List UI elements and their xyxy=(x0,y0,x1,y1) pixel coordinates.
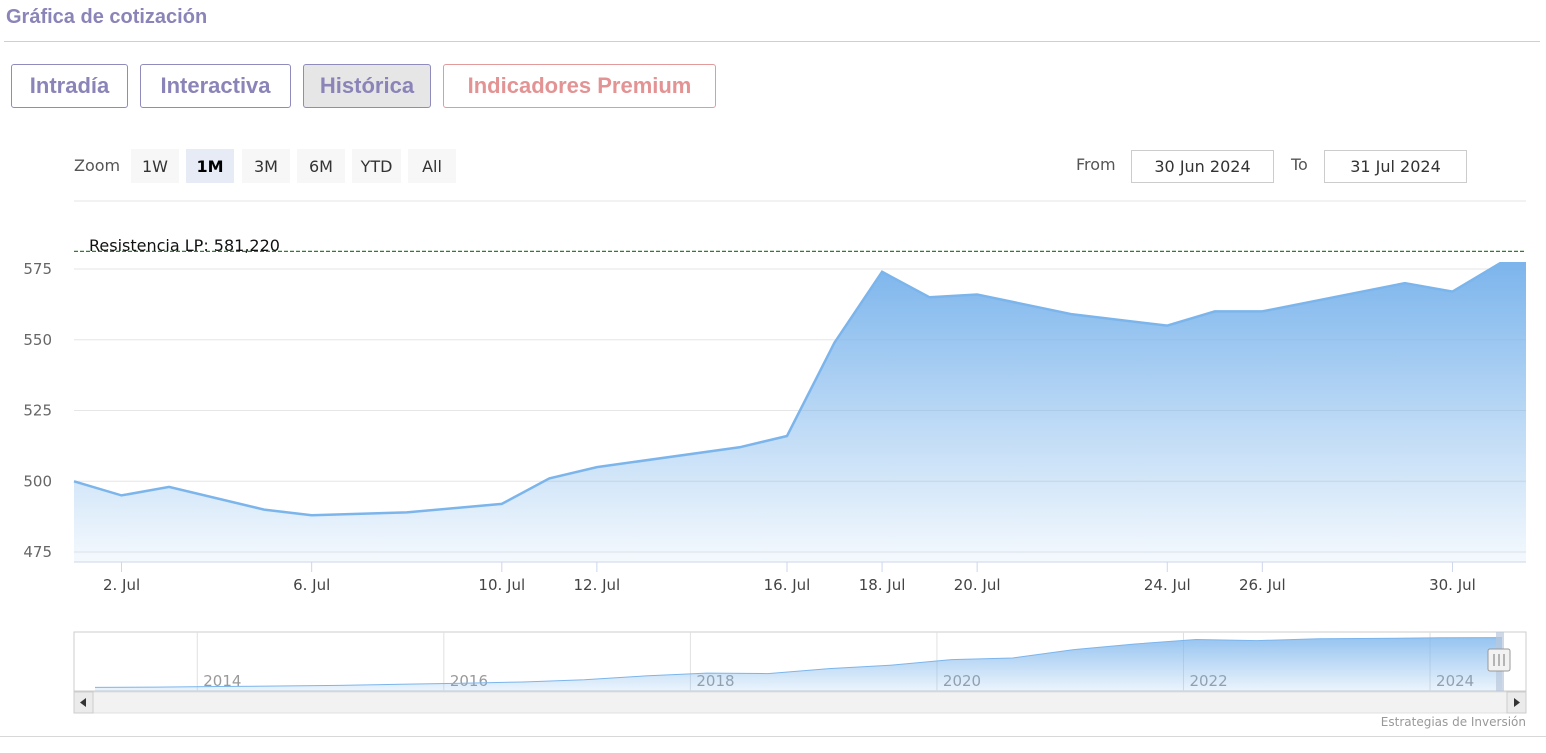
navigator-selection-mask xyxy=(1496,632,1504,712)
y-tick-label: 575 xyxy=(23,260,52,278)
arrow-left-icon xyxy=(80,698,86,707)
price-line xyxy=(73,262,1526,517)
zoom-button-all[interactable]: All xyxy=(408,149,456,183)
bottom-divider xyxy=(0,736,1546,737)
from-date-input[interactable]: 30 Jun 2024 xyxy=(1131,150,1274,183)
zoom-button-3m[interactable]: 3M xyxy=(242,149,290,183)
scrollbar-left-button[interactable] xyxy=(73,691,94,714)
x-tick-label: 6. Jul xyxy=(293,576,330,594)
price-area xyxy=(74,263,1526,562)
x-tick-label: 2. Jul xyxy=(103,576,140,594)
page-title: Gráfica de cotización xyxy=(6,6,208,28)
y-tick-label: 550 xyxy=(23,331,52,349)
scrollbar-track[interactable] xyxy=(73,691,1527,714)
credits[interactable]: Estrategias de Inversión xyxy=(1380,715,1526,729)
navigator-year-label: 2016 xyxy=(450,672,488,690)
x-tick-label: 10. Jul xyxy=(478,576,525,594)
tab-historica[interactable]: Histórica xyxy=(303,64,431,108)
from-label: From xyxy=(1076,155,1116,174)
tab-indicadores-premium[interactable]: Indicadores Premium xyxy=(443,64,716,108)
navigator-year-label: 2018 xyxy=(696,672,734,690)
navigator-handle[interactable] xyxy=(1487,648,1511,672)
y-tick-label: 525 xyxy=(23,402,52,420)
arrow-right-icon xyxy=(1514,698,1520,707)
navigator-year-label: 2014 xyxy=(203,672,241,690)
resistance-label: Resistencia LP: 581,220 xyxy=(89,236,280,255)
navigator-year-label: 2022 xyxy=(1189,672,1227,690)
zoom-label: Zoom xyxy=(74,156,121,175)
zoom-button-1m[interactable]: 1M xyxy=(186,149,234,183)
navigator-area xyxy=(95,637,1502,691)
navigator-line xyxy=(94,637,1503,688)
x-tick-label: 24. Jul xyxy=(1144,576,1191,594)
tab-intradia[interactable]: Intradía xyxy=(11,64,128,108)
navigator[interactable]: 2014 2016 2018 2020 2022 2024 xyxy=(73,631,1527,714)
x-tick-label: 26. Jul xyxy=(1239,576,1286,594)
title-divider xyxy=(4,41,1540,42)
to-label: To xyxy=(1291,155,1308,174)
x-tick-label: 30. Jul xyxy=(1429,576,1476,594)
zoom-button-ytd[interactable]: YTD xyxy=(352,149,401,183)
tab-interactiva[interactable]: Interactiva xyxy=(140,64,291,108)
x-tick-label: 20. Jul xyxy=(954,576,1001,594)
x-tick-label: 12. Jul xyxy=(573,576,620,594)
y-tick-label: 500 xyxy=(23,472,52,490)
scrollbar-right-button[interactable] xyxy=(1506,691,1527,714)
navigator-frame xyxy=(73,631,1527,692)
x-tick-label: 16. Jul xyxy=(764,576,811,594)
y-tick-label: 475 xyxy=(23,543,52,561)
navigator-year-label: 2024 xyxy=(1436,672,1474,690)
navigator-year-label: 2020 xyxy=(943,672,981,690)
zoom-button-1w[interactable]: 1W xyxy=(131,149,179,183)
x-tick-label: 18. Jul xyxy=(859,576,906,594)
zoom-button-6m[interactable]: 6M xyxy=(297,149,345,183)
to-date-input[interactable]: 31 Jul 2024 xyxy=(1324,150,1467,183)
